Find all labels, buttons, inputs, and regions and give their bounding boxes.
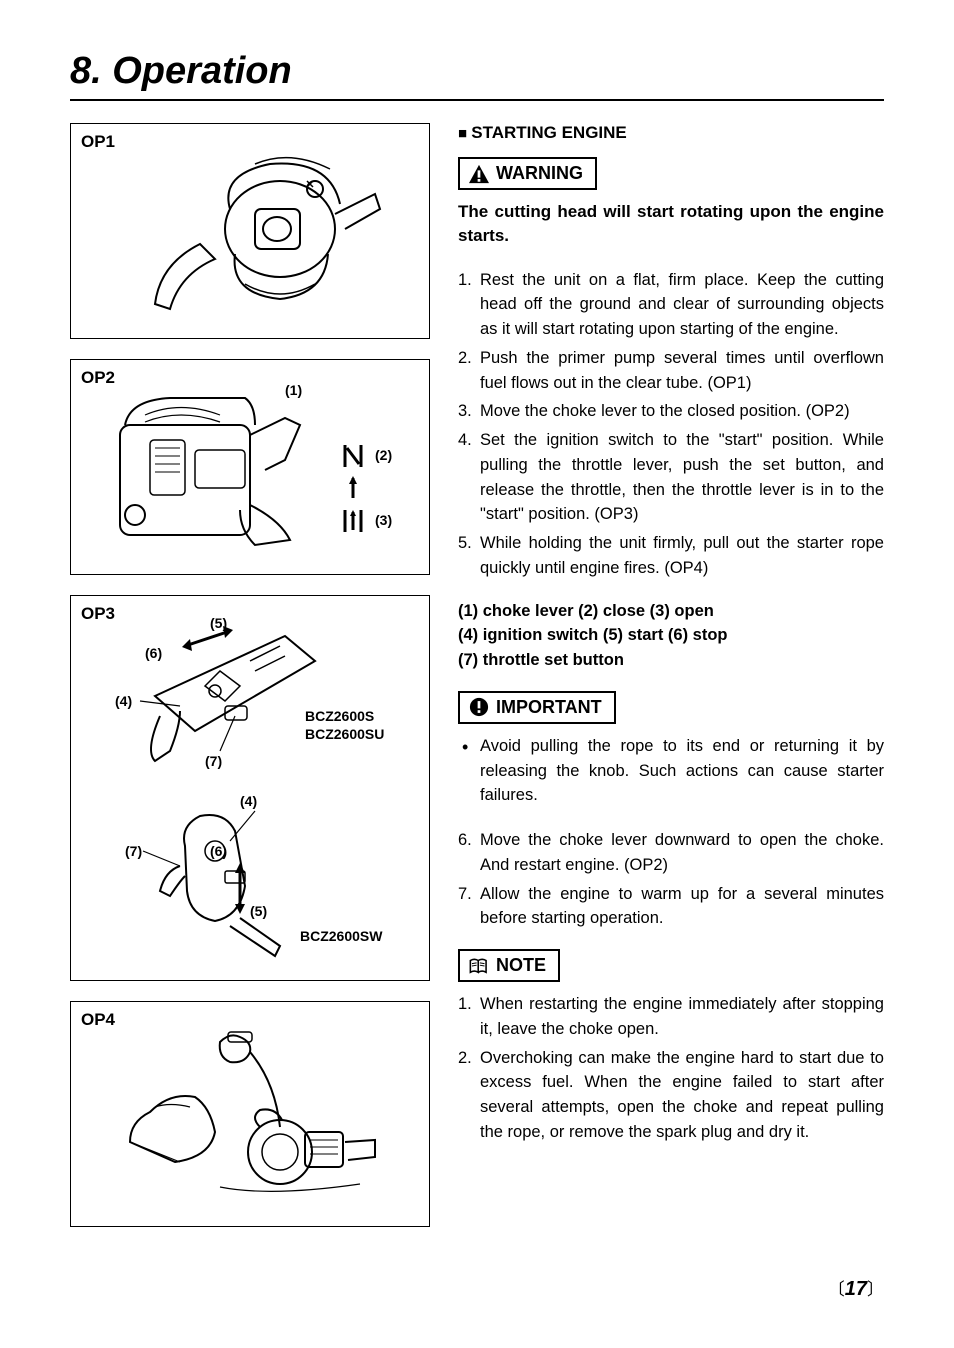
note-label: NOTE [496,955,546,976]
op2-annot-1: (1) [285,382,302,398]
step-text: Allow the engine to warm up for a severa… [480,885,884,928]
step-item: 4. Set the ignition switch to the "start"… [458,428,884,527]
step-item: 1. Rest the unit on a flat, firm place. K… [458,268,884,342]
diagram-op3-label: OP3 [81,604,115,624]
warning-label: WARNING [496,163,583,184]
important-callout: IMPORTANT [458,691,616,724]
note-callout: NOTE [458,949,560,982]
op3b-annot-4: (4) [240,793,257,809]
step-number: 5. [458,531,472,556]
left-column: OP1 OP2 [70,123,430,1247]
legend-line: (1) choke lever (2) close (3) open [458,599,884,624]
step-item: 2. Overchoking can make the engine hard t… [458,1046,884,1145]
ignition-switch-illustration: (5) (6) (4) (7) BCZ2600S BCZ2600SU [85,606,415,966]
steps-list-2: 6. Move the choke lever downward to open … [458,828,884,931]
legend-line: (7) throttle set button [458,648,884,673]
steps-list-1: 1. Rest the unit on a flat, firm place. K… [458,268,884,581]
legend-line: (4) ignition switch (5) start (6) stop [458,623,884,648]
op3b-annot-5: (5) [250,903,267,919]
step-number: 2. [458,346,472,371]
diagram-op2: OP2 [70,359,430,575]
choke-lever-illustration: (1) (2) (3) [90,370,410,560]
diagram-op3: OP3 [70,595,430,981]
step-text: Overchoking can make the engine hard to … [480,1049,884,1141]
op3a-annot-7: (7) [205,753,222,769]
step-text: When restarting the engine immediately a… [480,995,884,1038]
op2-annot-2: (2) [375,447,392,463]
step-text: Set the ignition switch to the "start" p… [480,431,884,523]
step-item: 2. Push the primer pump several times unt… [458,346,884,396]
step-text: While holding the unit firmly, pull out … [480,534,884,577]
step-item: 5. While holding the unit firmly, pull ou… [458,531,884,581]
page-number: 〔17〕 [70,1275,884,1301]
step-text: Move the choke lever downward to open th… [480,831,884,874]
step-number: 7. [458,882,472,907]
page-title: 8. Operation [70,50,884,101]
step-item: 3. Move the choke lever to the closed pos… [458,399,884,424]
step-number: 3. [458,399,472,424]
step-number: 2. [458,1046,472,1071]
op3-model-a2: BCZ2600SU [305,726,384,742]
step-number: 1. [458,268,472,293]
step-number: 1. [458,992,472,1017]
step-text: Push the primer pump several times until… [480,349,884,392]
diagram-op4: OP4 [70,1001,430,1227]
note-book-icon [468,956,490,976]
important-bullets: Avoid pulling the rope to its end or ret… [458,734,884,808]
starter-pull-illustration [100,1012,400,1212]
diagram-op1-label: OP1 [81,132,115,152]
op3a-annot-5: (5) [210,615,227,631]
step-item: 7. Allow the engine to warm up for a seve… [458,882,884,932]
parts-legend: (1) choke lever (2) close (3) open(4) ig… [458,599,884,673]
two-column-layout: OP1 OP2 [70,123,884,1247]
step-number: 4. [458,428,472,453]
op3a-annot-6: (6) [145,645,162,661]
step-text: Rest the unit on a flat, firm place. Kee… [480,271,884,339]
step-item: 1. When restarting the engine immediately… [458,992,884,1042]
diagram-op4-label: OP4 [81,1010,115,1030]
warning-triangle-icon [468,164,490,184]
note-steps: 1. When restarting the engine immediately… [458,992,884,1145]
bullet-item: Avoid pulling the rope to its end or ret… [458,734,884,808]
diagram-op1: OP1 [70,123,430,339]
warning-text: The cutting head will start rotating upo… [458,200,884,248]
op3b-annot-7: (7) [125,843,142,859]
diagram-op2-label: OP2 [81,368,115,388]
op3-model-a1: BCZ2600S [305,708,374,724]
step-item: 6. Move the choke lever downward to open … [458,828,884,878]
op3a-annot-4: (4) [115,693,132,709]
op3-model-b: BCZ2600SW [300,928,383,944]
op2-annot-3: (3) [375,512,392,528]
right-column: STARTING ENGINE WARNING The cutting head… [458,123,884,1247]
important-circle-icon [468,697,490,717]
op3b-annot-6: (6) [210,843,227,859]
important-label: IMPORTANT [496,697,602,718]
warning-callout: WARNING [458,157,597,190]
section-header: STARTING ENGINE [458,123,884,143]
step-number: 6. [458,828,472,853]
step-text: Move the choke lever to the closed posit… [480,402,850,420]
page-number-value: 17 [845,1278,867,1300]
engine-primer-illustration [100,134,400,324]
